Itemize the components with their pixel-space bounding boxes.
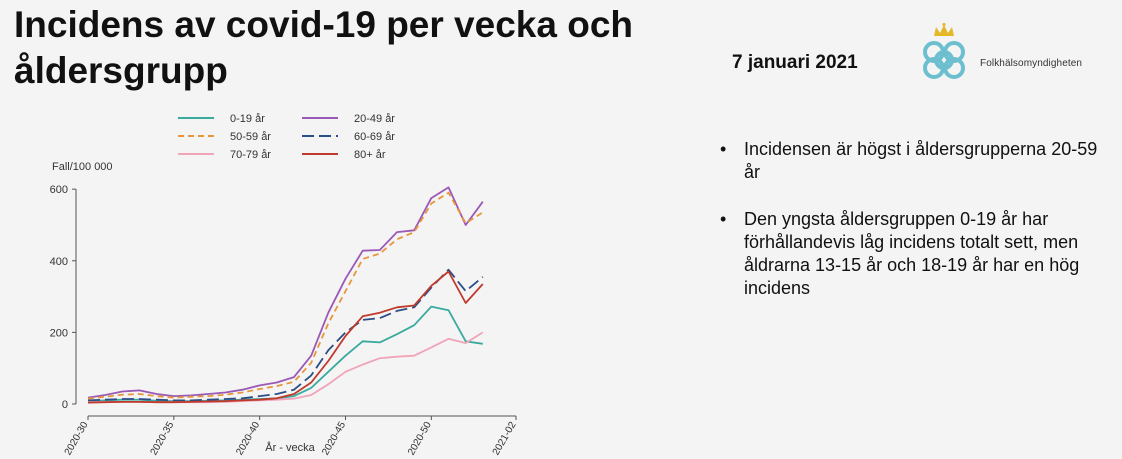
series-line <box>87 186 484 399</box>
x-tick-label: 2020-45 <box>320 420 348 458</box>
x-tick-label: 2021-02 <box>491 420 519 458</box>
y-tick-label: 400 <box>50 256 68 268</box>
date-label: 7 januari 2021 <box>732 52 858 73</box>
legend-label: 60-69 år <box>354 131 395 143</box>
incidence-chart: 0 200 400 600 Fall/100 000 2020-30 2020-35 2020… <box>0 100 560 459</box>
legend-label: 50-59 år <box>230 131 271 143</box>
page-title: Incidens av covid-19 per vecka och ålder… <box>14 4 634 91</box>
series-line <box>87 268 484 402</box>
x-tick-label: 2020-30 <box>63 420 91 458</box>
logo-wordmark: Folkhälsomyndigheten <box>980 58 1083 69</box>
legend-label: 20-49 år <box>354 113 395 125</box>
rings-icon <box>923 41 965 79</box>
series-line <box>87 270 484 404</box>
legend-label: 80+ år <box>354 149 386 161</box>
bullet-item: Incidensen är högst i åldersgrupperna 20… <box>718 138 1108 184</box>
series-line <box>87 305 483 403</box>
x-axis-label: År - vecka <box>265 441 315 454</box>
y-tick-label: 0 <box>62 399 68 411</box>
y-axis-label: Fall/100 000 <box>52 161 113 173</box>
legend-label: 70-79 år <box>230 149 271 161</box>
y-tick-label: 200 <box>50 327 68 339</box>
chart-svg: 0 200 400 600 Fall/100 000 2020-30 2020-35 2020… <box>50 113 519 458</box>
folkhalsomyndigheten-logo <box>923 22 965 79</box>
series-line <box>87 191 484 400</box>
x-tick-label: 2020-50 <box>406 420 434 458</box>
bullet-item: Den yngsta åldersgruppen 0-19 år har för… <box>718 208 1108 300</box>
crown-icon <box>934 22 954 36</box>
x-tick-label: 2020-40 <box>234 420 262 458</box>
legend-label: 0-19 år <box>230 113 265 125</box>
x-tick-label: 2020-35 <box>149 420 177 458</box>
y-tick-label: 600 <box>50 184 68 196</box>
bullet-list: Incidensen är högst i åldersgrupperna 20… <box>718 138 1108 324</box>
